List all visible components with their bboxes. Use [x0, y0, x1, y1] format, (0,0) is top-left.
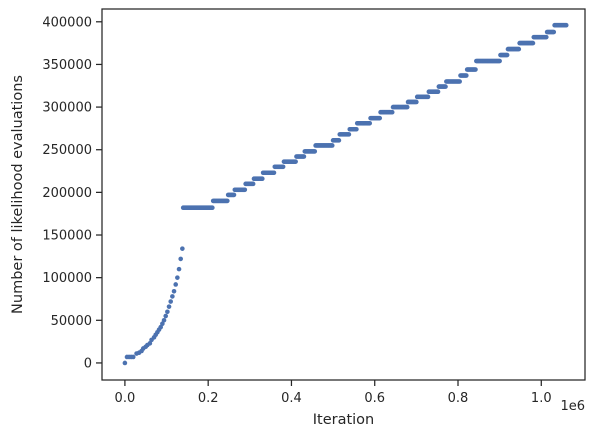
plateau-point — [404, 104, 410, 110]
plateau-point — [293, 159, 298, 164]
plateau-point — [377, 115, 383, 121]
plateau-point — [464, 73, 469, 78]
plateau-point — [443, 84, 448, 89]
data-point — [178, 256, 183, 262]
plateau-point — [260, 176, 265, 182]
data-point — [122, 360, 128, 366]
plateau-point — [301, 154, 307, 159]
data-point — [173, 282, 178, 287]
plateau-point — [551, 29, 557, 35]
plateau-point — [497, 58, 502, 64]
data-point — [180, 246, 185, 251]
plateau-point — [530, 40, 536, 46]
x-tick-label: 1.0 — [531, 391, 552, 406]
y-tick-label: 200000 — [42, 186, 92, 201]
plateau-point — [414, 99, 419, 105]
y-tick-label: 400000 — [42, 15, 92, 30]
data-point — [170, 294, 175, 299]
data-point — [163, 313, 169, 319]
data-points — [122, 22, 569, 366]
plateau-point — [242, 187, 248, 193]
plateau-point — [336, 138, 342, 143]
plateau-point — [563, 22, 569, 28]
data-point — [158, 324, 164, 330]
plateau-point — [271, 170, 277, 176]
plateau-point — [457, 79, 462, 84]
data-point — [175, 275, 180, 280]
y-axis-ticks: 0 50000 100000 150000 200000 250000 300000 3500… — [42, 15, 102, 371]
plateau-point — [425, 94, 431, 100]
x-tick-label: 0.8 — [448, 391, 469, 406]
plateau-point — [435, 89, 441, 95]
plateau-point — [329, 143, 335, 148]
data-point — [161, 318, 167, 323]
data-point — [160, 321, 165, 327]
plateau-point — [280, 164, 286, 170]
y-tick-label: 150000 — [42, 229, 92, 244]
plateau-point — [225, 198, 230, 204]
y-axis-title: Number of likelihood evaluations — [10, 75, 26, 314]
data-point — [168, 299, 173, 304]
plateau-point — [389, 109, 395, 115]
data-point — [147, 341, 153, 346]
data-point — [171, 289, 177, 294]
x-tick-label: 0.6 — [364, 391, 385, 406]
plateau-point — [231, 192, 237, 198]
plateau-point — [516, 46, 522, 52]
y-tick-label: 100000 — [42, 271, 92, 286]
plot-background — [102, 9, 585, 380]
plateau-point — [504, 52, 510, 58]
x-axis-title: Iteration — [313, 412, 375, 428]
y-tick-label: 350000 — [42, 58, 92, 73]
x-axis-ticks: 0.0 0.2 0.4 0.6 0.8 1.0 — [115, 380, 552, 406]
y-tick-label: 250000 — [42, 143, 92, 158]
x-tick-label: 0.4 — [281, 391, 302, 406]
x-tick-label: 0.2 — [198, 391, 219, 406]
plateau-point — [346, 132, 352, 137]
plot-frame — [101, 8, 586, 381]
plateau-point — [367, 120, 373, 126]
y-tick-label: 300000 — [42, 101, 92, 116]
x-axis-offset-label: 1e6 — [560, 399, 585, 414]
data-point — [165, 309, 170, 315]
y-tick-label: 0 — [84, 356, 92, 371]
data-point — [166, 304, 172, 309]
plateau-point — [543, 34, 549, 40]
data-point — [130, 354, 136, 360]
data-point — [176, 266, 182, 272]
plateau-point — [354, 126, 359, 132]
plateau-point — [312, 149, 318, 154]
y-tick-label: 50000 — [51, 314, 92, 329]
x-tick-label: 0.0 — [115, 391, 136, 406]
plateau-point — [250, 181, 256, 187]
plateau-point — [473, 67, 478, 72]
plateau-point — [210, 205, 215, 211]
